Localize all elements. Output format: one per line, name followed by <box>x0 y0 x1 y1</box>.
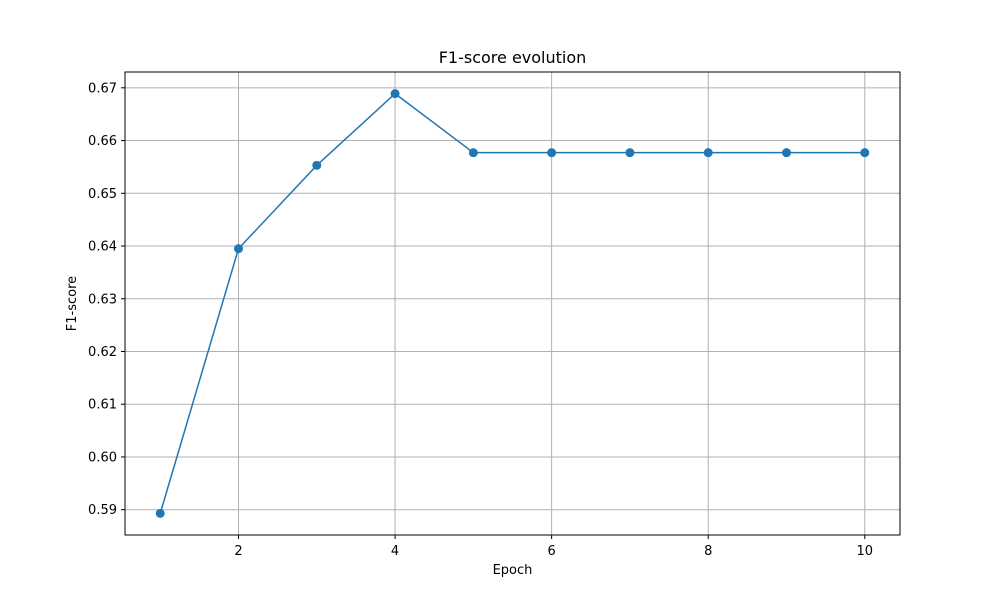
series-layer <box>155 89 870 518</box>
data-point <box>468 148 478 158</box>
data-point <box>625 148 635 158</box>
x-tick-label: 6 <box>548 544 556 559</box>
x-axis-label: Epoch <box>493 563 533 578</box>
y-tick-label: 0.63 <box>88 292 117 307</box>
y-tick-label: 0.64 <box>88 240 117 255</box>
x-tick-label: 8 <box>704 544 712 559</box>
series-line <box>159 92 865 514</box>
y-tick-label: 0.60 <box>88 450 117 465</box>
y-tick-label: 0.59 <box>88 503 117 518</box>
data-point <box>547 148 557 158</box>
x-tick-label: 10 <box>856 544 873 559</box>
y-tick-label: 0.61 <box>88 398 117 413</box>
x-tick-label: 4 <box>391 544 399 559</box>
data-point <box>390 89 400 99</box>
y-tick-label: 0.67 <box>88 81 117 96</box>
data-point <box>155 508 165 518</box>
y-tick-label: 0.65 <box>88 187 117 202</box>
data-point <box>860 148 870 158</box>
data-point <box>703 148 713 158</box>
chart-title: F1-score evolution <box>439 48 587 67</box>
data-point <box>234 244 244 254</box>
y-axis-ticks: 0.59 0.60 0.61 0.62 0.63 0.64 0.65 0.66 0.67 <box>88 81 125 518</box>
x-tick-label: 2 <box>234 544 242 559</box>
y-axis-label: F1-score <box>65 276 80 331</box>
y-tick-label: 0.62 <box>88 345 117 360</box>
y-tick-label: 0.66 <box>88 134 117 149</box>
data-point <box>781 148 791 158</box>
grid-lines <box>125 72 900 535</box>
x-axis-ticks: 2 4 6 8 10 <box>234 535 873 559</box>
plot-area-frame <box>124 71 901 536</box>
data-point <box>312 160 322 170</box>
